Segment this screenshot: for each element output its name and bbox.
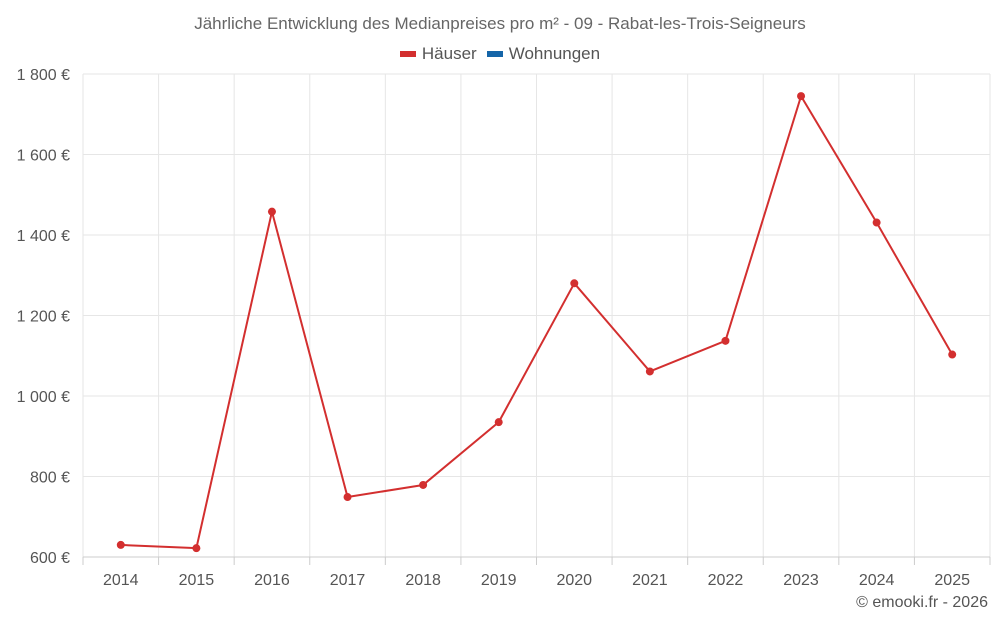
data-point bbox=[267, 207, 276, 216]
y-tick-label: 1 400 € bbox=[17, 228, 70, 245]
y-tick-label: 1 000 € bbox=[17, 389, 70, 406]
data-point bbox=[721, 336, 730, 345]
grid-lines bbox=[82, 73, 991, 557]
legend: Häuser Wohnungen bbox=[0, 44, 1000, 64]
legend-label-wohnungen: Wohnungen bbox=[508, 44, 601, 63]
legend-swatch-wohnungen bbox=[486, 51, 503, 57]
legend-label-haeuser: Häuser bbox=[421, 44, 477, 63]
x-tick-label: 2019 bbox=[481, 572, 517, 589]
y-tick-label: 1 600 € bbox=[17, 148, 70, 165]
x-tick-label: 2014 bbox=[103, 572, 139, 589]
data-point bbox=[645, 367, 654, 376]
data-point bbox=[872, 218, 881, 227]
data-point bbox=[116, 540, 125, 549]
x-tick-label: 2022 bbox=[708, 572, 744, 589]
y-tick-label: 600 € bbox=[30, 550, 70, 567]
x-tick-label: 2021 bbox=[632, 572, 668, 589]
x-tick-label: 2025 bbox=[934, 572, 970, 589]
x-tick-label: 2024 bbox=[859, 572, 895, 589]
data-point bbox=[343, 493, 352, 502]
y-tick-label: 1 200 € bbox=[17, 309, 70, 326]
series-line-0 bbox=[120, 95, 954, 550]
copyright-notice: © emooki.fr - 2026 bbox=[856, 594, 988, 611]
y-tick-label: 1 800 € bbox=[17, 67, 70, 84]
data-point bbox=[797, 92, 806, 101]
y-tick-label: 800 € bbox=[30, 470, 70, 487]
tick-labels: 600 € 800 € 1 000 € 1 200 € 1 400 € 1 600 € 1 … bbox=[17, 67, 970, 589]
series-lines bbox=[116, 92, 957, 553]
data-point bbox=[494, 418, 503, 427]
data-point bbox=[570, 279, 579, 288]
data-point bbox=[419, 480, 428, 489]
legend-swatch-haeuser bbox=[399, 51, 416, 57]
x-tick-label: 2015 bbox=[179, 572, 215, 589]
x-tick-label: 2018 bbox=[405, 572, 441, 589]
x-tick-label: 2017 bbox=[330, 572, 366, 589]
x-tick-label: 2016 bbox=[254, 572, 290, 589]
legend-item-haeuser[interactable]: Häuser bbox=[399, 44, 477, 64]
x-tick-label: 2023 bbox=[783, 572, 819, 589]
data-point bbox=[948, 350, 957, 359]
data-point bbox=[192, 544, 201, 553]
legend-item-wohnungen[interactable]: Wohnungen bbox=[486, 44, 601, 64]
x-tick-label: 2020 bbox=[556, 572, 592, 589]
axes bbox=[82, 556, 991, 565]
chart-title: Jährliche Entwicklung des Medianpreises … bbox=[194, 14, 806, 33]
